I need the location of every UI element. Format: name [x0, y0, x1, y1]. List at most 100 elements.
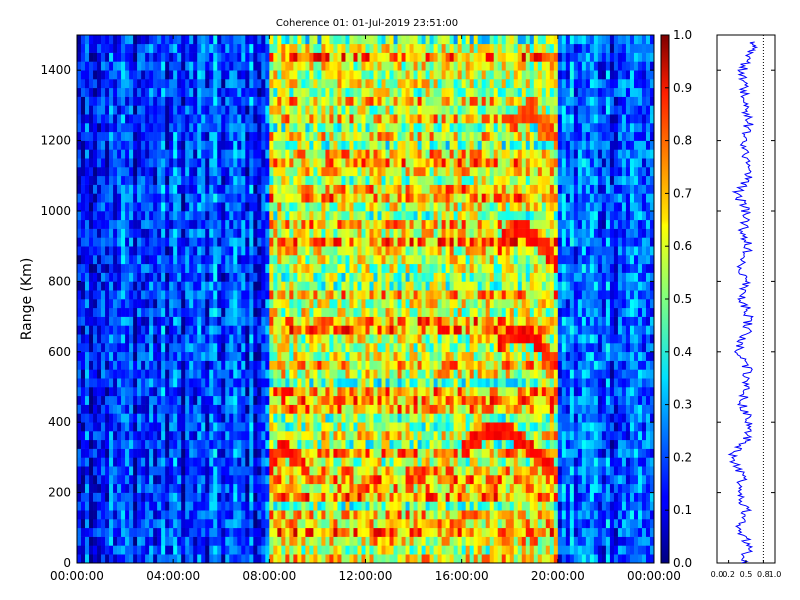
- heatmap-cell: [161, 343, 166, 353]
- heatmap-cell: [109, 395, 114, 405]
- heatmap-cell: [301, 70, 306, 80]
- heatmap-cell: [313, 246, 318, 256]
- heatmap-cell: [301, 219, 306, 229]
- heatmap-cell: [109, 387, 114, 397]
- heatmap-cell: [309, 237, 314, 247]
- heatmap-cell: [81, 307, 86, 317]
- heatmap-cell: [97, 492, 102, 502]
- heatmap-cell: [77, 114, 82, 124]
- heatmap-cell: [189, 193, 194, 203]
- heatmap-cell: [293, 475, 298, 485]
- heatmap-cell: [253, 149, 258, 159]
- heatmap-cell: [117, 219, 122, 229]
- heatmap-cell: [325, 35, 330, 45]
- heatmap-cell: [109, 448, 114, 458]
- heatmap-cell: [169, 96, 174, 106]
- heatmap-cell: [361, 307, 366, 317]
- heatmap-cell: [145, 510, 150, 520]
- heatmap-cell: [301, 360, 306, 370]
- heatmap-cell: [289, 545, 294, 555]
- heatmap-cell: [145, 475, 150, 485]
- heatmap-cell: [117, 149, 122, 159]
- heatmap-cell: [205, 79, 210, 89]
- heatmap-cell: [173, 149, 178, 159]
- heatmap-cell: [117, 413, 122, 423]
- heatmap-cell: [253, 228, 258, 238]
- heatmap-cell: [177, 492, 182, 502]
- heatmap-cell: [325, 457, 330, 467]
- heatmap-cell: [85, 131, 90, 141]
- heatmap-cell: [245, 483, 250, 493]
- heatmap-cell: [353, 105, 358, 115]
- heatmap-cell: [301, 35, 306, 45]
- heatmap-cell: [337, 448, 342, 458]
- heatmap-cell: [157, 545, 162, 555]
- heatmap-cell: [253, 52, 258, 62]
- heatmap-cell: [273, 114, 278, 124]
- heatmap-cell: [349, 545, 354, 555]
- heatmap-cell: [269, 307, 274, 317]
- heatmap-cell: [105, 536, 110, 546]
- heatmap-cell: [165, 184, 170, 194]
- heatmap-cell: [185, 35, 190, 45]
- heatmap-cell: [361, 290, 366, 300]
- heatmap-cell: [89, 510, 94, 520]
- heatmap-cell: [129, 87, 134, 97]
- heatmap-cell: [269, 246, 274, 256]
- heatmap-cell: [141, 307, 146, 317]
- heatmap-cell: [189, 545, 194, 555]
- heatmap-cell: [97, 281, 102, 291]
- heatmap-cell: [117, 501, 122, 511]
- heatmap-cell: [113, 360, 118, 370]
- heatmap-cell: [301, 202, 306, 212]
- heatmap-cell: [113, 554, 118, 563]
- heatmap-cell: [137, 114, 142, 124]
- heatmap-cell: [109, 343, 114, 353]
- heatmap-cell: [109, 404, 114, 414]
- heatmap-cell: [217, 475, 222, 485]
- heatmap-cell: [345, 404, 350, 414]
- heatmap-cell: [369, 413, 374, 423]
- heatmap-cell: [293, 431, 298, 441]
- heatmap-cell: [105, 105, 110, 115]
- heatmap-cell: [93, 527, 98, 537]
- heatmap-cell: [93, 492, 98, 502]
- heatmap-cell: [213, 387, 218, 397]
- heatmap-cell: [205, 378, 210, 388]
- heatmap-cell: [269, 158, 274, 168]
- heatmap-cell: [345, 131, 350, 141]
- heatmap-cell: [221, 43, 226, 53]
- heatmap-cell: [225, 140, 230, 150]
- heatmap-cell: [221, 475, 226, 485]
- heatmap-cell: [381, 167, 386, 177]
- heatmap-cell: [157, 492, 162, 502]
- heatmap-cell: [233, 527, 238, 537]
- heatmap-cell: [265, 457, 270, 467]
- heatmap-cell: [89, 475, 94, 485]
- heatmap-cell: [205, 61, 210, 71]
- heatmap-cell: [177, 79, 182, 89]
- heatmap-cell: [149, 536, 154, 546]
- heatmap-cell: [309, 105, 314, 115]
- heatmap-cell: [93, 378, 98, 388]
- heatmap-cell: [285, 395, 290, 405]
- heatmap-cell: [273, 483, 278, 493]
- heatmap-cell: [101, 96, 106, 106]
- heatmap-cell: [97, 316, 102, 326]
- heatmap-cell: [109, 131, 114, 141]
- heatmap-cell: [165, 140, 170, 150]
- heatmap-cell: [353, 79, 358, 89]
- heatmap-cell: [365, 492, 370, 502]
- heatmap-cell: [129, 343, 134, 353]
- heatmap-cell: [233, 43, 238, 53]
- heatmap-cell: [305, 501, 310, 511]
- heatmap-cell: [253, 140, 258, 150]
- heatmap-cell: [329, 149, 334, 159]
- heatmap-cell: [77, 131, 82, 141]
- heatmap-cell: [133, 492, 138, 502]
- heatmap-cell: [329, 536, 334, 546]
- heatmap-cell: [93, 193, 98, 203]
- heatmap-cell: [205, 211, 210, 221]
- heatmap-cell: [265, 255, 270, 265]
- heatmap-cell: [341, 554, 346, 563]
